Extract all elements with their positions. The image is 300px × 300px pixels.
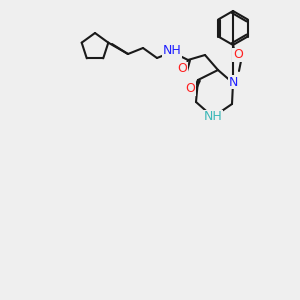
Text: O: O: [177, 62, 187, 76]
Text: O: O: [185, 82, 195, 95]
Text: NH: NH: [163, 44, 182, 58]
Text: N: N: [228, 76, 238, 88]
Text: O: O: [233, 49, 243, 62]
Text: NH: NH: [204, 110, 222, 124]
